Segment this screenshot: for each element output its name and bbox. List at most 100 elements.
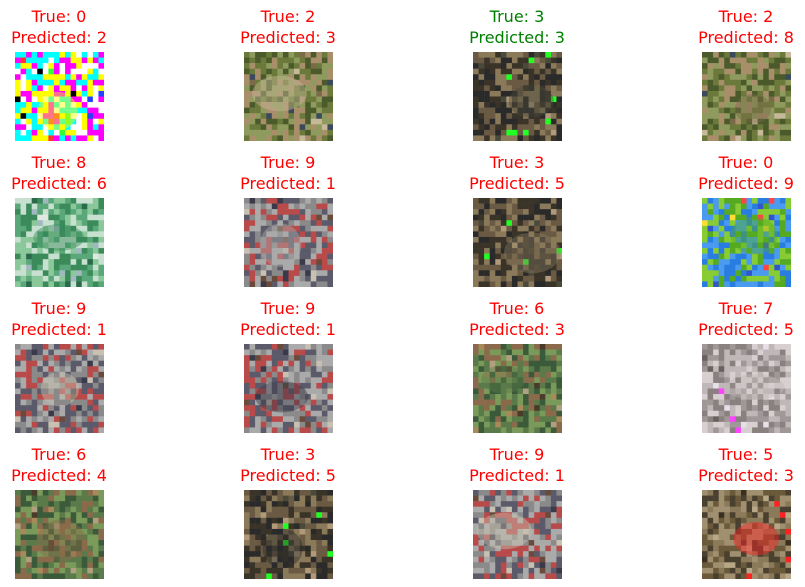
prediction-caption: True: 3 Predicted: 5 xyxy=(218,444,358,486)
predicted-label-value: 1 xyxy=(325,174,336,193)
prediction-cell: True: 0 Predicted: 9 xyxy=(676,152,805,287)
predicted-label-prefix: Predicted: xyxy=(469,174,555,193)
noisy-airplane-image xyxy=(14,52,104,141)
prediction-caption: True: 0 Predicted: 2 xyxy=(0,6,129,48)
predicted-label-line: Predicted: 9 xyxy=(676,173,805,194)
true-label-prefix: True: xyxy=(718,299,764,318)
predicted-label-prefix: Predicted: xyxy=(11,174,97,193)
prediction-caption: True: 9 Predicted: 1 xyxy=(447,444,587,486)
ship-image xyxy=(14,198,104,287)
prediction-caption: True: 7 Predicted: 5 xyxy=(676,298,805,340)
true-label-value: 2 xyxy=(763,7,774,26)
predicted-label-value: 1 xyxy=(325,320,336,339)
true-label-value: 0 xyxy=(763,153,774,172)
prediction-caption: True: 8 Predicted: 6 xyxy=(0,152,129,194)
true-label-value: 2 xyxy=(305,7,316,26)
true-label-prefix: True: xyxy=(718,445,764,464)
predicted-label-value: 5 xyxy=(325,466,336,485)
predicted-label-line: Predicted: 5 xyxy=(676,319,805,340)
true-label-value: 7 xyxy=(763,299,774,318)
predicted-label-prefix: Predicted: xyxy=(469,466,555,485)
predicted-label-value: 6 xyxy=(96,174,107,193)
cat-image xyxy=(472,52,562,141)
predicted-label-prefix: Predicted: xyxy=(240,466,326,485)
predicted-label-line: Predicted: 4 xyxy=(0,465,129,486)
prediction-caption: True: 9 Predicted: 1 xyxy=(218,152,358,194)
predicted-label-line: Predicted: 1 xyxy=(447,465,587,486)
predicted-label-prefix: Predicted: xyxy=(469,320,555,339)
truck-image xyxy=(472,490,562,579)
predicted-label-line: Predicted: 5 xyxy=(218,465,358,486)
predicted-label-prefix: Predicted: xyxy=(240,174,326,193)
true-label-value: 9 xyxy=(305,299,316,318)
prediction-caption: True: 6 Predicted: 4 xyxy=(0,444,129,486)
prediction-caption: True: 2 Predicted: 3 xyxy=(218,6,358,48)
prediction-caption: True: 0 Predicted: 9 xyxy=(676,152,805,194)
predicted-label-value: 3 xyxy=(325,28,336,47)
prediction-cell: True: 6 Predicted: 3 xyxy=(447,298,587,433)
true-label-line: True: 0 xyxy=(676,152,805,173)
predicted-label-prefix: Predicted: xyxy=(698,320,784,339)
prediction-caption: True: 6 Predicted: 3 xyxy=(447,298,587,340)
predicted-label-line: Predicted: 3 xyxy=(447,319,587,340)
predicted-label-value: 8 xyxy=(783,28,794,47)
true-label-value: 3 xyxy=(534,153,545,172)
true-label-prefix: True: xyxy=(489,7,535,26)
prediction-cell: True: 3 Predicted: 5 xyxy=(447,152,587,287)
true-label-prefix: True: xyxy=(31,153,77,172)
true-label-line: True: 3 xyxy=(218,444,358,465)
predicted-label-prefix: Predicted: xyxy=(11,320,97,339)
true-label-prefix: True: xyxy=(489,153,535,172)
prediction-cell: True: 2 Predicted: 3 xyxy=(218,6,358,141)
predicted-label-line: Predicted: 3 xyxy=(676,465,805,486)
true-label-value: 5 xyxy=(763,445,774,464)
true-label-prefix: True: xyxy=(260,445,306,464)
true-label-value: 9 xyxy=(534,445,545,464)
true-label-line: True: 9 xyxy=(0,298,129,319)
frog-image xyxy=(472,344,562,433)
true-label-line: True: 5 xyxy=(676,444,805,465)
prediction-cell: True: 9 Predicted: 1 xyxy=(0,298,129,433)
true-label-line: True: 3 xyxy=(447,6,587,27)
prediction-cell: True: 3 Predicted: 3 xyxy=(447,6,587,141)
prediction-caption: True: 2 Predicted: 8 xyxy=(676,6,805,48)
true-label-value: 9 xyxy=(305,153,316,172)
true-label-line: True: 3 xyxy=(447,152,587,173)
true-label-value: 6 xyxy=(534,299,545,318)
true-label-value: 9 xyxy=(76,299,87,318)
cat-image xyxy=(472,198,562,287)
predicted-label-prefix: Predicted: xyxy=(11,28,97,47)
true-label-value: 3 xyxy=(534,7,545,26)
predicted-label-value: 3 xyxy=(783,466,794,485)
prediction-caption: True: 5 Predicted: 3 xyxy=(676,444,805,486)
predicted-label-value: 5 xyxy=(783,320,794,339)
true-label-prefix: True: xyxy=(489,445,535,464)
predicted-label-line: Predicted: 1 xyxy=(0,319,129,340)
prediction-caption: True: 3 Predicted: 5 xyxy=(447,152,587,194)
predicted-label-value: 3 xyxy=(554,320,565,339)
true-label-line: True: 2 xyxy=(676,6,805,27)
true-label-prefix: True: xyxy=(260,153,306,172)
true-label-prefix: True: xyxy=(260,7,306,26)
true-label-value: 8 xyxy=(76,153,87,172)
truck-image xyxy=(14,344,104,433)
true-label-prefix: True: xyxy=(718,7,764,26)
prediction-cell: True: 6 Predicted: 4 xyxy=(0,444,129,579)
prediction-cell: True: 7 Predicted: 5 xyxy=(676,298,805,433)
predicted-label-line: Predicted: 6 xyxy=(0,173,129,194)
truck-image xyxy=(243,198,333,287)
true-label-prefix: True: xyxy=(31,299,77,318)
predicted-label-line: Predicted: 8 xyxy=(676,27,805,48)
true-label-prefix: True: xyxy=(489,299,535,318)
true-label-line: True: 6 xyxy=(447,298,587,319)
true-label-line: True: 9 xyxy=(447,444,587,465)
predicted-label-line: Predicted: 3 xyxy=(218,27,358,48)
true-label-prefix: True: xyxy=(260,299,306,318)
true-label-line: True: 7 xyxy=(676,298,805,319)
prediction-caption: True: 9 Predicted: 1 xyxy=(218,298,358,340)
predicted-label-line: Predicted: 1 xyxy=(218,319,358,340)
predicted-label-line: Predicted: 5 xyxy=(447,173,587,194)
prediction-cell: True: 0 Predicted: 2 xyxy=(0,6,129,141)
true-label-value: 3 xyxy=(305,445,316,464)
predicted-label-prefix: Predicted: xyxy=(698,174,784,193)
